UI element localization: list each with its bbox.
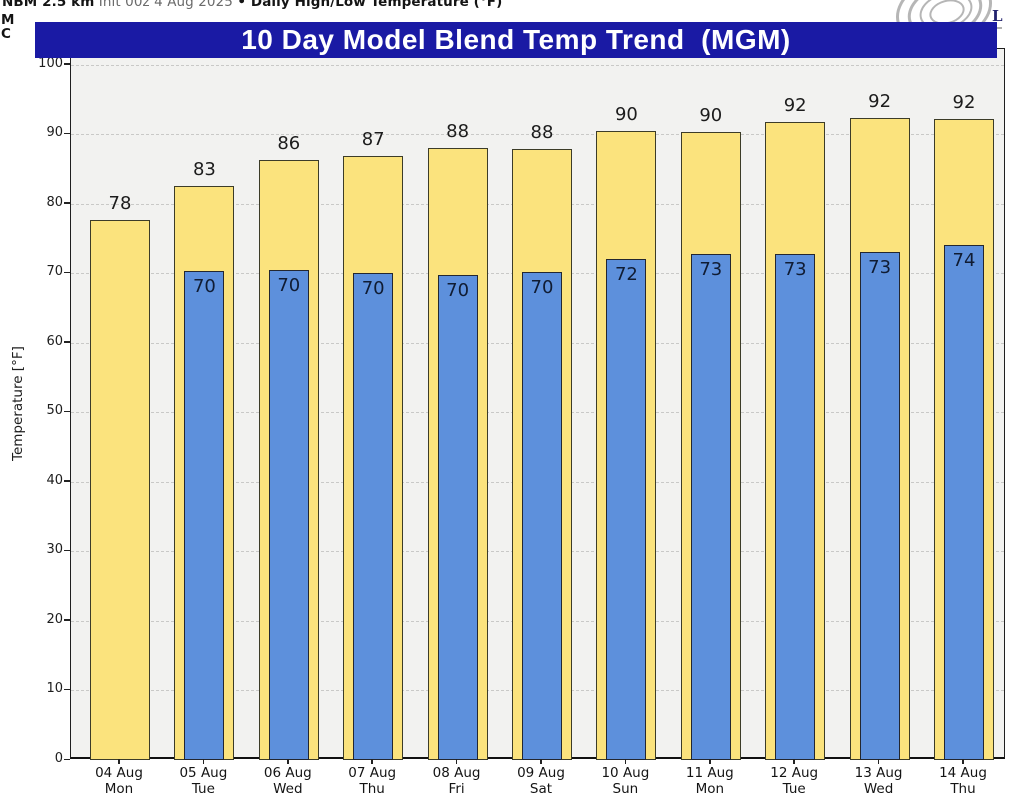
x-tick-date: 04 Aug [95,765,143,781]
y-tick-label-50: 50 [46,403,63,419]
x-tick-date: 11 Aug [685,765,734,781]
logo-letter: L [992,7,1003,25]
low-value-label: 70 [192,276,216,298]
low-value-label: 70 [361,278,385,300]
chart-meta-header: NBM 2.5 km Init 00z 4 Aug 2025 • Daily H… [2,0,502,10]
title-banner: 10 Day Model Blend Temp Trend (MGM) [35,22,997,58]
x-tick-weekday: Thu [359,781,385,797]
high-bar-04-Aug [90,220,150,760]
gridline-100 [71,64,1004,66]
x-tick-weekday: Fri [448,781,465,797]
high-value-label: 78 [108,193,132,215]
x-tick-weekday: Thu [950,781,976,797]
x-tick-label-12-Aug: 12 Aug Tue [770,765,818,797]
low-bar-08-Aug [437,274,478,760]
x-tick-weekday: Sun [612,781,639,797]
y-axis-title: Temperature [°F] [10,346,26,461]
low-bar-11-Aug [690,253,731,760]
x-tick-date: 13 Aug [854,765,903,781]
low-value-label: 72 [614,264,638,286]
low-value-label: 70 [530,277,554,299]
low-value-label: 74 [952,250,976,272]
high-value-label: 90 [699,104,723,126]
product-name-label: • Daily High/Low Temperature (°F) [237,0,503,10]
clipped-text-line-2: C [1,26,11,42]
x-tick-date: 10 Aug [601,765,650,781]
high-value-label: 87 [361,128,385,150]
x-tick-date: 12 Aug [770,765,819,781]
low-bar-09-Aug [522,272,562,760]
x-tick-weekday: Sat [529,781,553,797]
x-tick-weekday: Wed [273,781,303,797]
x-tick-label-06-Aug: 06 Aug Wed [264,765,312,797]
x-tick-label-05-Aug: 05 Aug Tue [179,765,227,797]
y-tick-label-60: 60 [46,333,63,349]
low-bar-05-Aug [184,271,225,760]
high-value-label: 92 [868,91,892,113]
high-value-label: 86 [277,133,301,155]
x-tick-label-13-Aug: 13 Aug Wed [855,765,903,797]
x-tick-weekday: Mon [695,781,725,797]
x-tick-label-09-Aug: 09 Aug Sat [517,765,565,797]
low-value-label: 70 [446,279,470,301]
y-tick-label-40: 40 [46,472,63,488]
x-tick-weekday: Tue [191,781,215,797]
x-tick-date: 05 Aug [179,765,228,781]
x-tick-label-08-Aug: 08 Aug Fri [433,765,481,797]
high-value-label: 88 [530,122,554,144]
low-bar-13-Aug [859,251,900,760]
x-tick-weekday: Mon [104,781,134,797]
y-tick-label-20: 20 [46,611,63,627]
high-value-label: 92 [783,94,807,116]
x-tick-date: 06 Aug [263,765,312,781]
low-value-label: 70 [277,275,301,297]
low-value-label: 73 [699,258,723,280]
y-tick-label-70: 70 [46,264,63,280]
x-tick-label-11-Aug: 11 Aug Mon [686,765,734,797]
x-tick-label-14-Aug: 14 Aug Thu [939,765,987,797]
x-tick-date: 09 Aug [517,765,565,781]
low-bar-06-Aug [268,270,309,760]
y-tick-label-80: 80 [46,194,63,210]
x-tick-weekday: Tue [782,781,806,797]
y-tick-label-30: 30 [46,542,63,558]
model-name-label: NBM 2.5 km [2,0,95,10]
x-tick-label-10-Aug: 10 Aug Sun [601,765,649,797]
chart-title: 10 Day Model Blend Temp Trend (MGM) [241,24,791,55]
low-value-label: 73 [783,259,807,281]
low-value-label: 73 [868,256,892,278]
y-tick-label-10: 10 [46,681,63,697]
x-tick-date: 14 Aug [939,765,987,781]
low-bar-12-Aug [775,254,816,760]
y-tick-label-0: 0 [54,751,63,766]
x-tick-label-04-Aug: 04 Aug Mon [95,765,143,797]
logo-subtext-mark [992,27,1002,29]
y-tick-label-90: 90 [46,125,63,141]
chart-plot-area: 78 83 70 86 70 87 70 88 70 88 70 90 72 90 73 92 73 92 73 92… [70,48,1005,760]
x-tick-label-07-Aug: 07 Aug Thu [348,765,396,797]
x-tick-date: 08 Aug [432,765,481,781]
clipped-text-line-1: M [1,12,15,28]
low-bar-07-Aug [353,273,394,760]
x-tick-date: 07 Aug [348,765,397,781]
x-tick-weekday: Wed [863,781,894,797]
gridline-90 [71,134,1004,136]
high-value-label: 90 [614,104,638,126]
low-bar-10-Aug [606,259,647,760]
low-bar-14-Aug [944,245,984,760]
high-value-label: 88 [446,120,470,142]
high-value-label: 92 [952,92,976,114]
model-init-label: Init 00z 4 Aug 2025 [94,0,238,10]
high-value-label: 83 [192,158,216,180]
